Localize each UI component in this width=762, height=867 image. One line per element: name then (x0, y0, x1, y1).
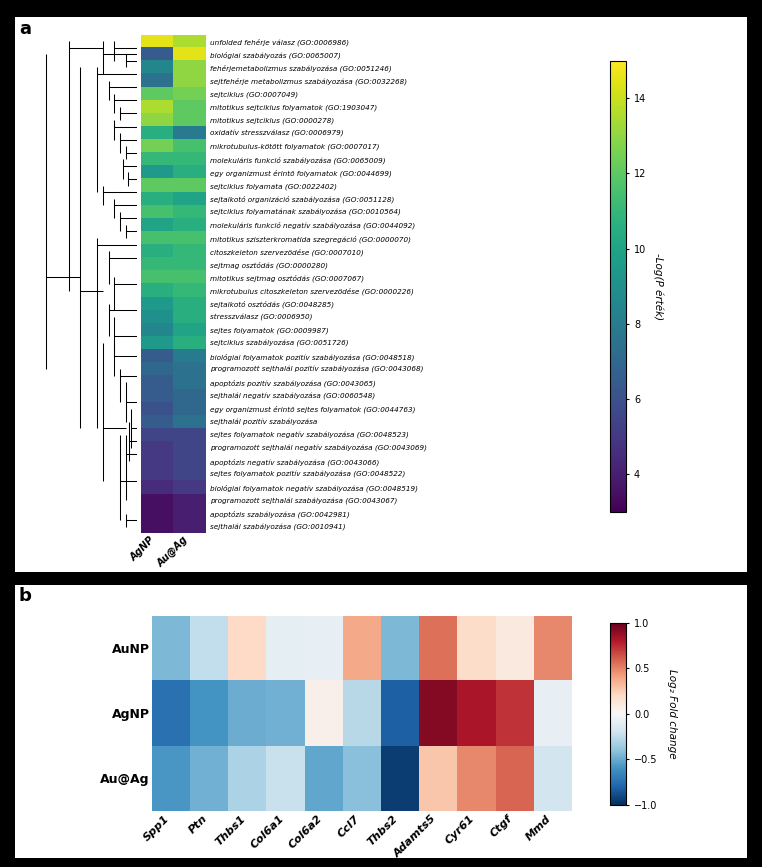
Text: a: a (19, 20, 31, 38)
Y-axis label: Log₂ Fold change: Log₂ Fold change (667, 668, 677, 759)
Y-axis label: -Log(P érték): -Log(P érték) (652, 252, 663, 320)
Text: b: b (19, 587, 32, 604)
